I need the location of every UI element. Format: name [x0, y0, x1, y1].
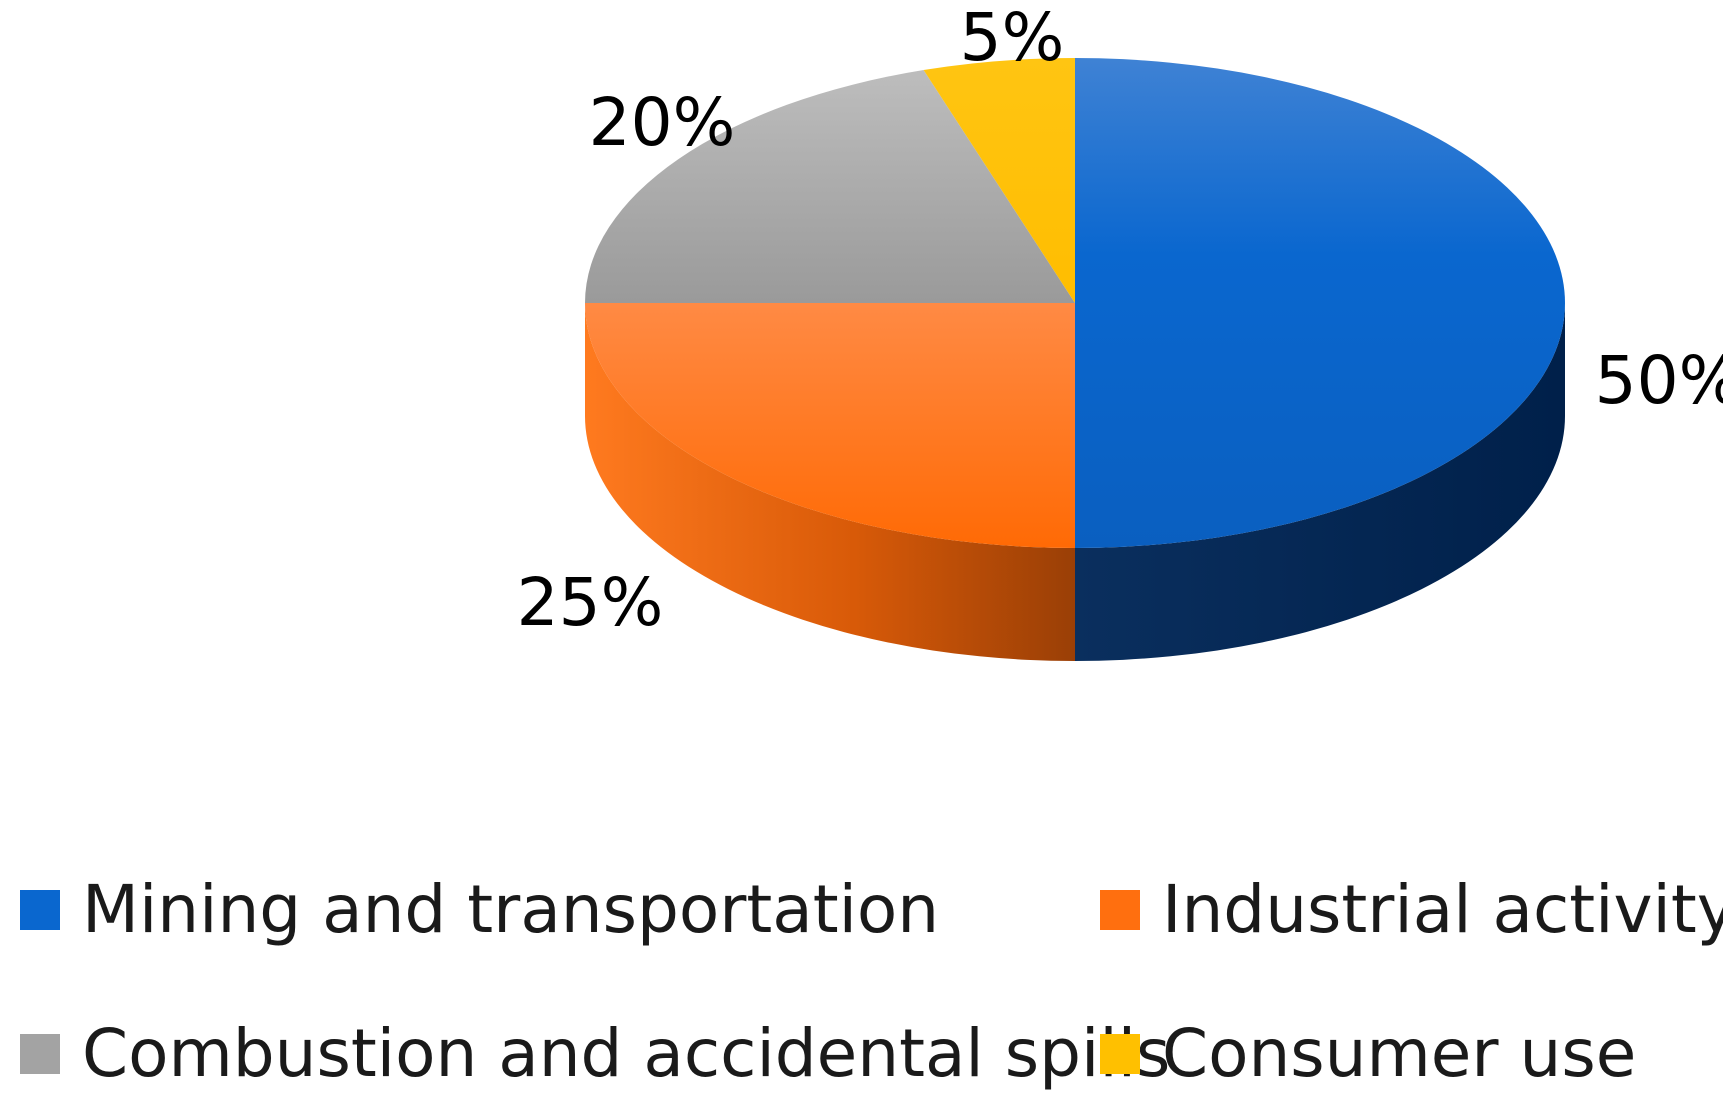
- pie-slice-mining: [1075, 58, 1565, 548]
- pie-slice-industrial: [585, 303, 1075, 548]
- value-label-consumer: 5%: [960, 0, 1065, 76]
- value-label-mining: 50%: [1595, 342, 1723, 419]
- value-label-industrial: 25%: [517, 564, 664, 641]
- pie-slice-consumer: [923, 58, 1075, 303]
- pie-slices: [585, 58, 1565, 548]
- pie-slice-combustion: [585, 69, 1075, 303]
- value-label-combustion: 20%: [589, 84, 736, 161]
- pie-value-labels: 50% 25% 20% 5%: [517, 0, 1723, 641]
- pie-side-mining: [1075, 303, 1565, 661]
- pie-side-industrial: [585, 303, 1075, 661]
- pie-side-walls: [585, 303, 1565, 661]
